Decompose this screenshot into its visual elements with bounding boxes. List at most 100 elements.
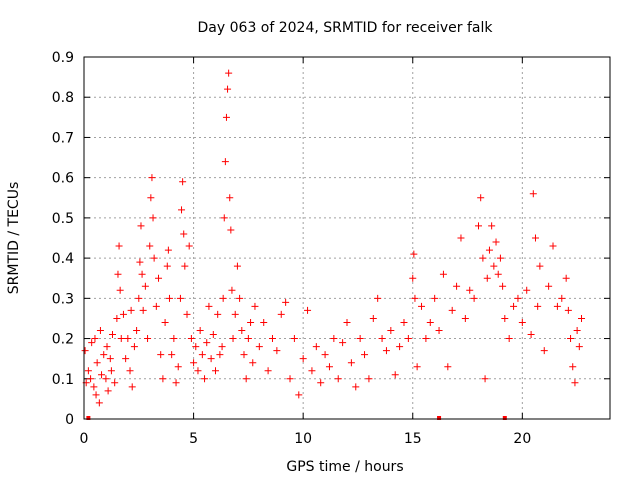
data-point (330, 335, 338, 343)
data-point (216, 351, 224, 359)
data-point (299, 355, 307, 363)
x-tick-labels: 0 5 10 15 20 (80, 431, 532, 447)
data-point (347, 359, 355, 367)
axis-ticks (83, 56, 610, 420)
data-point (431, 294, 439, 302)
data-point (249, 359, 257, 367)
data-point (496, 254, 504, 262)
data-point (147, 194, 155, 202)
data-point (545, 282, 553, 290)
data-point (87, 375, 95, 383)
data-point (523, 286, 531, 294)
data-point (277, 310, 285, 318)
data-point (229, 335, 237, 343)
data-point (382, 347, 390, 355)
data-point (207, 355, 215, 363)
data-point (157, 351, 165, 359)
data-point (413, 363, 421, 371)
data-point (107, 367, 115, 375)
y-tick-label: 0.1 (52, 372, 74, 388)
data-point (453, 282, 461, 290)
data-point (124, 335, 132, 343)
data-point (466, 286, 474, 294)
data-point (225, 69, 233, 77)
data-point (573, 327, 581, 335)
data-point (369, 314, 377, 322)
data-point (268, 335, 276, 343)
data-point (531, 234, 539, 242)
data-point (181, 262, 189, 270)
data-point (222, 113, 230, 121)
data-point (117, 335, 125, 343)
data-point (410, 250, 418, 258)
data-point (192, 343, 200, 351)
x-tick-label: 15 (404, 431, 422, 447)
data-point (492, 238, 500, 246)
y-tick-label: 0.6 (52, 171, 74, 187)
data-point (116, 286, 124, 294)
data-point (321, 351, 329, 359)
data-point (198, 351, 206, 359)
data-point (339, 339, 347, 347)
data-point (212, 367, 219, 375)
data-point (141, 282, 149, 290)
data-point (501, 314, 509, 322)
data-point (378, 335, 386, 343)
data-point (304, 306, 312, 314)
data-point (317, 379, 325, 387)
data-point (365, 375, 373, 383)
data-point (505, 335, 513, 343)
data-point (485, 246, 493, 254)
data-point (242, 375, 250, 383)
data-point (196, 327, 204, 335)
data-point (137, 222, 145, 230)
data-point (91, 335, 99, 343)
data-point (483, 274, 491, 282)
plot-frame (83, 56, 611, 420)
data-point (479, 254, 487, 262)
data-point (130, 343, 138, 351)
data-point (558, 294, 566, 302)
data-point (122, 355, 130, 363)
data-point (114, 270, 122, 278)
data-point (115, 242, 123, 250)
data-point (180, 230, 188, 238)
data-point (190, 359, 198, 367)
data-point (149, 214, 157, 222)
y-tick-label: 0.4 (52, 251, 74, 267)
data-point (133, 327, 141, 335)
data-point (295, 391, 303, 399)
data-point (174, 363, 182, 371)
data-point (461, 314, 469, 322)
data-point (290, 335, 298, 343)
x-axis-label: GPS time / hours (286, 459, 403, 475)
data-point (490, 262, 498, 270)
data-point (422, 335, 430, 343)
data-point (164, 246, 172, 254)
data-point (411, 294, 419, 302)
data-point (226, 194, 234, 202)
data-point (499, 282, 507, 290)
data-point (218, 343, 226, 351)
data-point (562, 274, 570, 282)
data-point (187, 335, 195, 343)
data-point (578, 314, 586, 322)
data-point (127, 306, 135, 314)
data-point (396, 343, 404, 351)
baseline-marker (437, 416, 442, 420)
data-point (286, 375, 294, 383)
data-point (106, 355, 114, 363)
data-point (185, 242, 193, 250)
data-point (96, 327, 104, 335)
data-point (139, 306, 147, 314)
data-point (325, 363, 333, 371)
data-point (102, 375, 110, 383)
data-point (93, 359, 101, 367)
data-point (178, 206, 186, 214)
data-point (356, 335, 364, 343)
data-point (240, 351, 248, 359)
data-point (273, 347, 281, 355)
y-tick-label: 0.8 (52, 90, 74, 106)
data-point (334, 375, 342, 383)
data-point (571, 379, 579, 387)
